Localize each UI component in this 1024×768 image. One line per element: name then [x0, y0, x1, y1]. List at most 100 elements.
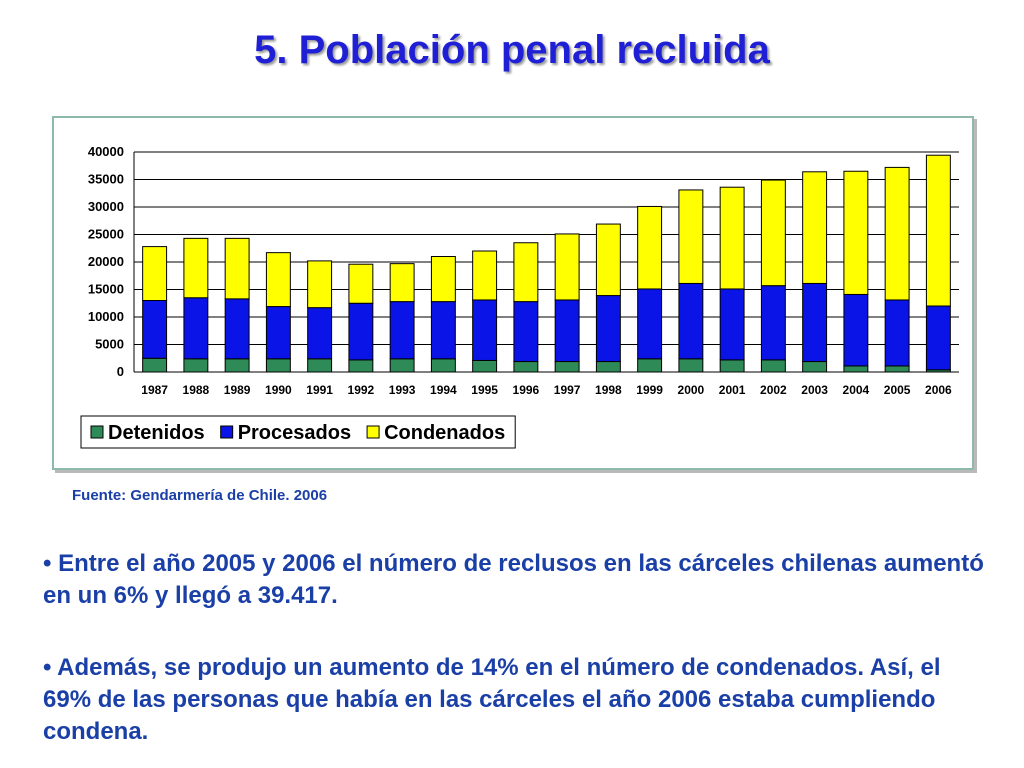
bar-segment-detenidos: [637, 358, 663, 373]
bar-segment-procesados: [554, 299, 580, 363]
y-tick-label: 40000: [88, 144, 124, 159]
bar-segment-condenados: [678, 189, 704, 284]
bar-segment-procesados: [224, 298, 250, 360]
bar-segment-detenidos: [802, 361, 828, 373]
x-tick-label: 1996: [513, 383, 540, 397]
bar-segment-condenados: [389, 263, 415, 303]
y-tick-label: 10000: [88, 309, 124, 324]
x-tick-label: 1993: [389, 383, 416, 397]
bar-segment-procesados: [802, 282, 828, 363]
bar-segment-detenidos: [760, 359, 786, 373]
legend-swatch-detenidos: [90, 425, 104, 439]
bar-segment-condenados: [843, 170, 869, 295]
bar-segment-condenados: [884, 166, 910, 301]
bar-segment-detenidos: [307, 358, 333, 373]
legend-box: [80, 415, 516, 449]
bar-segment-condenados: [802, 171, 828, 284]
bar-segment-procesados: [265, 306, 291, 360]
bar-segment-condenados: [760, 179, 786, 287]
legend-swatch-procesados: [220, 425, 234, 439]
bar-segment-detenidos: [389, 358, 415, 373]
legend-label: Procesados: [238, 422, 351, 444]
bar-segment-condenados: [142, 246, 168, 302]
bar-segment-detenidos: [472, 359, 498, 373]
bar-segment-condenados: [472, 250, 498, 301]
x-tick-label: 1989: [224, 383, 251, 397]
bar-segment-detenidos: [224, 358, 250, 373]
bullet-point-1: • Entre el año 2005 y 2006 el número de …: [43, 550, 984, 609]
x-tick-label: 1999: [636, 383, 663, 397]
bar-segment-detenidos: [843, 365, 869, 373]
bar-segment-procesados: [513, 301, 539, 363]
x-tick-label: 1995: [471, 383, 498, 397]
bar-segment-condenados: [925, 154, 951, 307]
x-tick-label: 2002: [760, 383, 787, 397]
bar-segment-condenados: [265, 252, 291, 308]
x-tick-label: 1997: [554, 383, 581, 397]
bar-segment-procesados: [595, 295, 621, 363]
bar-segment-condenados: [183, 237, 209, 299]
bar-segment-detenidos: [142, 357, 168, 373]
bar-segment-condenados: [637, 205, 663, 290]
chart-frame: 0 5000 10000 15000 20000 25000 30000 35000 40000…: [52, 116, 974, 470]
x-tick-label: 2004: [843, 383, 870, 397]
bar-segment-detenidos: [513, 361, 539, 373]
bar-segment-detenidos: [595, 361, 621, 373]
bar-segment-condenados: [595, 223, 621, 297]
bar-segment-procesados: [884, 299, 910, 367]
bar-segment-detenidos: [265, 358, 291, 373]
y-tick-label: 20000: [88, 254, 124, 269]
bar-segment-detenidos: [678, 358, 704, 373]
x-tick-label: 2003: [801, 383, 828, 397]
legend-swatch-condenados: [366, 425, 380, 439]
bullet-point-2: • Además, se produjo un aumento de 14% e…: [43, 654, 941, 745]
y-tick-label: 5000: [95, 337, 124, 352]
legend-label: Condenados: [384, 422, 505, 444]
slide-title: 5. Población penal recluida: [254, 28, 770, 72]
stacked-bar-chart: 0 5000 10000 15000 20000 25000 30000 35000 40000…: [80, 144, 959, 449]
bar-segment-procesados: [430, 301, 456, 360]
x-tick-label: 1994: [430, 383, 457, 397]
bar-segment-procesados: [142, 300, 168, 359]
bar-segment-condenados: [430, 256, 456, 303]
bar-segment-procesados: [678, 282, 704, 360]
x-tick-label: 2005: [884, 383, 911, 397]
y-tick-label: 0: [117, 364, 124, 379]
bar-segment-condenados: [719, 186, 745, 290]
bar-segment-detenidos: [183, 358, 209, 373]
bar-segment-procesados: [307, 307, 333, 360]
bar-segment-procesados: [389, 301, 415, 360]
bar-segment-condenados: [513, 242, 539, 303]
bar-segment-procesados: [760, 285, 786, 361]
x-tick-label: 1991: [306, 383, 333, 397]
bar-segment-procesados: [637, 288, 663, 360]
x-tick-label: 1998: [595, 383, 622, 397]
source-note: Fuente: Gendarmería de Chile. 2006: [72, 487, 328, 504]
legend-label: Detenidos: [108, 422, 205, 444]
x-tick-label: 1990: [265, 383, 292, 397]
x-tick-label: 1987: [141, 383, 168, 397]
bar-segment-procesados: [719, 288, 745, 361]
y-tick-label: 15000: [88, 282, 124, 297]
bar-segment-condenados: [554, 233, 580, 301]
x-tick-label: 1988: [183, 383, 210, 397]
bar-segment-procesados: [925, 305, 951, 371]
bar-segment-detenidos: [719, 359, 745, 373]
y-tick-label: 25000: [88, 227, 124, 242]
bar-segment-detenidos: [884, 365, 910, 373]
bar-segment-condenados: [307, 260, 333, 309]
x-tick-label: 2001: [719, 383, 746, 397]
bar-segment-procesados: [348, 302, 374, 361]
bar-segment-procesados: [472, 299, 498, 361]
x-tick-label: 1992: [348, 383, 375, 397]
x-tick-label: 2000: [678, 383, 705, 397]
bar-segment-detenidos: [430, 358, 456, 373]
bar-segment-condenados: [224, 237, 250, 300]
x-tick-label: 2006: [925, 383, 952, 397]
bar-segment-detenidos: [554, 361, 580, 373]
y-tick-label: 35000: [88, 172, 124, 187]
y-tick-label: 30000: [88, 199, 124, 214]
bar-segment-condenados: [348, 263, 374, 304]
bar-segment-procesados: [843, 293, 869, 367]
bar-segment-detenidos: [348, 359, 374, 373]
